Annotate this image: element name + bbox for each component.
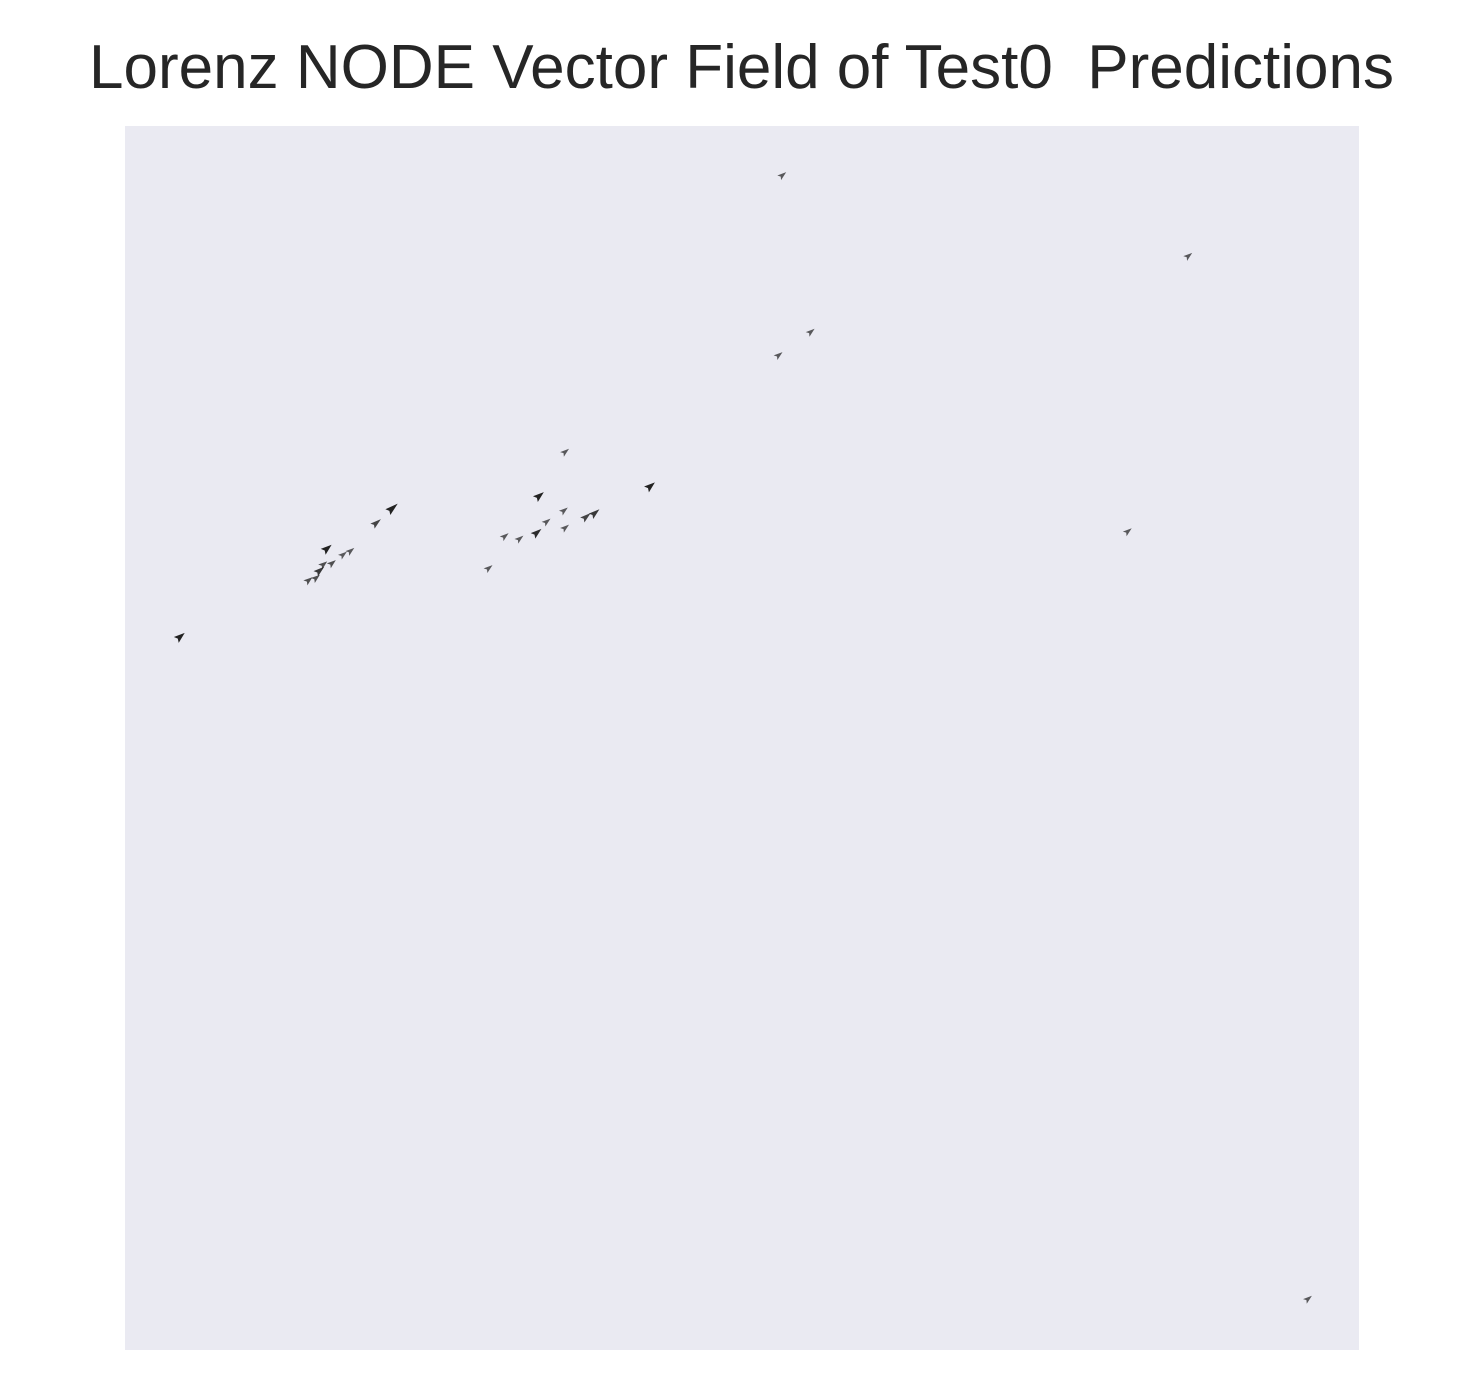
arrow-head bbox=[1303, 1295, 1312, 1304]
vector-arrow bbox=[805, 328, 815, 337]
arrow-head bbox=[514, 535, 524, 544]
arrow-head bbox=[320, 544, 332, 555]
plot-area bbox=[125, 126, 1359, 1350]
vector-arrow bbox=[370, 519, 381, 529]
arrow-head bbox=[326, 560, 336, 569]
vector-arrow bbox=[514, 535, 524, 544]
arrow-head bbox=[345, 547, 355, 556]
arrow-head bbox=[385, 503, 398, 516]
arrow-head bbox=[532, 492, 544, 503]
arrow-head bbox=[318, 561, 328, 570]
vector-arrow bbox=[385, 503, 398, 516]
arrow-head bbox=[173, 632, 185, 643]
vector-arrow bbox=[310, 574, 320, 584]
vector-arrow bbox=[560, 448, 570, 457]
arrow-head bbox=[303, 577, 313, 586]
chart-title: Lorenz NODE Vector Field of Test0 Predic… bbox=[89, 33, 1394, 102]
vector-arrow bbox=[644, 482, 655, 493]
vector-arrow bbox=[313, 566, 325, 577]
arrow-head bbox=[313, 566, 325, 577]
vector-arrow bbox=[777, 172, 787, 181]
vector-arrow bbox=[1122, 528, 1132, 537]
arrow-head bbox=[483, 565, 493, 574]
arrow-head bbox=[310, 574, 320, 584]
vector-arrow bbox=[1303, 1295, 1312, 1304]
arrow-head bbox=[588, 509, 600, 520]
arrow-head bbox=[773, 352, 783, 361]
arrow-head bbox=[338, 551, 347, 560]
arrow-head bbox=[644, 482, 655, 493]
arrow-head bbox=[560, 448, 570, 457]
vector-arrow bbox=[560, 524, 570, 533]
arrow-head bbox=[558, 507, 568, 516]
vector-arrow bbox=[499, 533, 509, 542]
vector-arrow bbox=[558, 507, 568, 516]
arrow-head bbox=[499, 533, 509, 542]
arrow-head bbox=[805, 328, 815, 337]
vector-arrow bbox=[532, 492, 544, 503]
vector-arrow bbox=[338, 551, 347, 560]
arrow-head bbox=[1122, 528, 1132, 537]
vector-arrow bbox=[326, 560, 336, 569]
arrow-head bbox=[580, 512, 591, 523]
vector-arrow bbox=[580, 512, 591, 523]
vector-arrow bbox=[773, 352, 783, 361]
vector-arrow bbox=[541, 518, 551, 527]
vector-arrow bbox=[345, 547, 355, 556]
vector-arrow bbox=[1183, 252, 1193, 261]
arrow-head bbox=[541, 518, 551, 527]
vector-arrow bbox=[303, 577, 313, 586]
arrow-head bbox=[1183, 252, 1193, 261]
vector-arrow bbox=[320, 544, 332, 555]
vector-arrow bbox=[483, 565, 493, 574]
vector-arrow bbox=[173, 632, 185, 643]
arrow-head bbox=[530, 528, 542, 539]
arrow-head bbox=[560, 524, 570, 533]
arrow-head bbox=[777, 172, 787, 181]
vector-arrow bbox=[588, 509, 600, 520]
vector-arrow bbox=[530, 528, 542, 539]
arrow-head bbox=[370, 519, 381, 529]
vector-arrow bbox=[318, 561, 328, 570]
quiver-plot bbox=[173, 172, 1312, 1304]
